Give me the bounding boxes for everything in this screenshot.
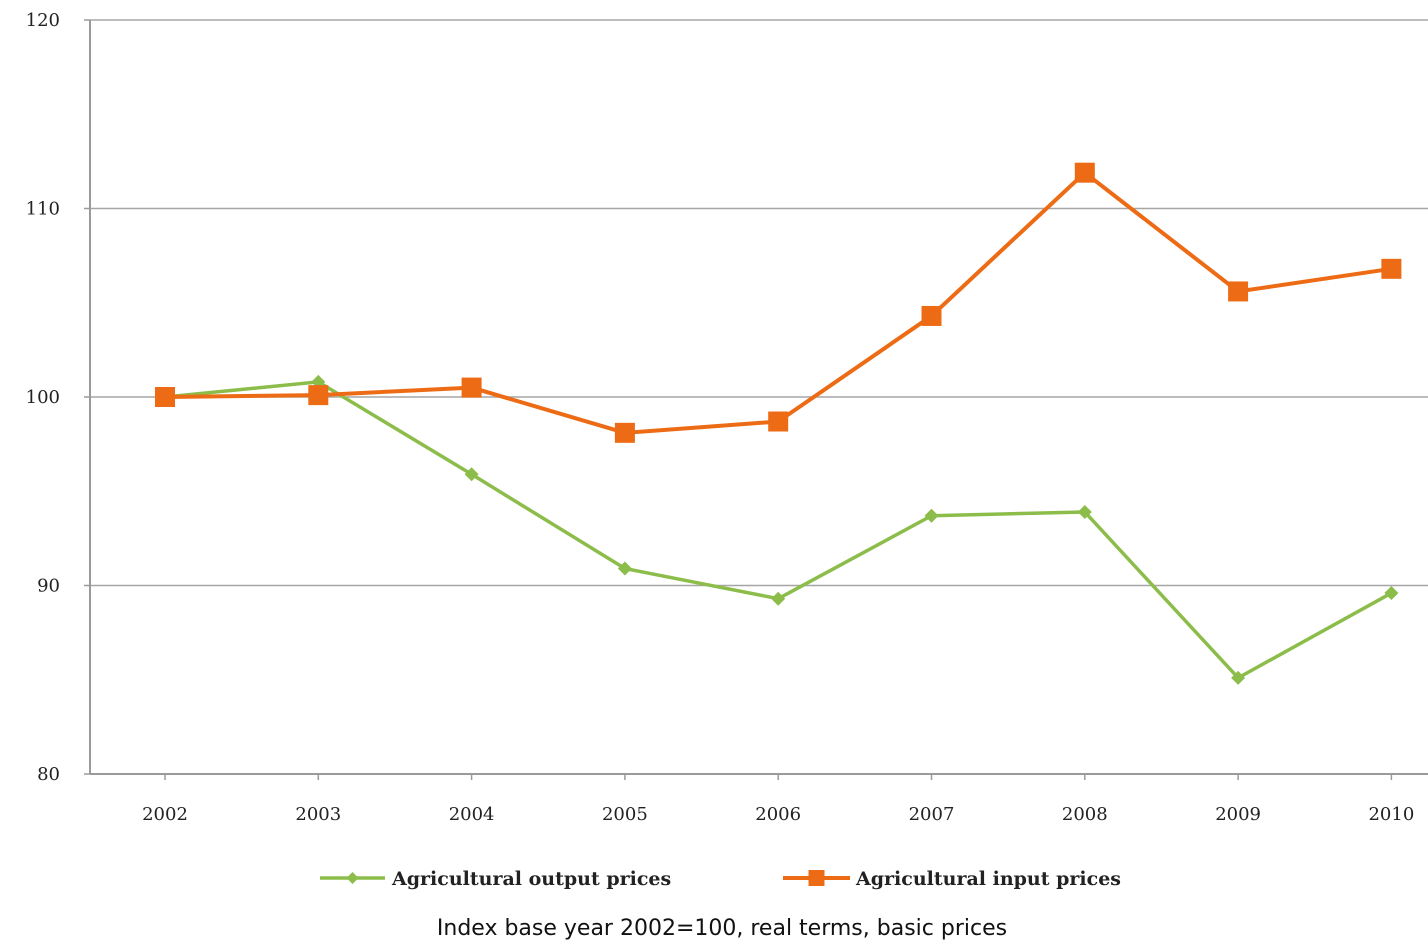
data-point — [921, 305, 942, 326]
y-tick-label: 110 — [26, 199, 60, 220]
grid-layer — [90, 19, 1428, 587]
y-tick-label: 90 — [37, 576, 60, 597]
x-tick-label: 2008 — [1062, 804, 1108, 825]
data-point — [1077, 504, 1092, 519]
x-tick-label: 2009 — [1215, 804, 1261, 825]
x-tick-label: 2003 — [295, 804, 341, 825]
data-point — [464, 467, 479, 482]
x-tick-label: 2007 — [909, 804, 955, 825]
data-point — [771, 591, 786, 606]
legend-item-1: Agricultural input prices — [783, 868, 1121, 890]
y-tick-label: 80 — [37, 764, 60, 785]
x-tick-label: 2010 — [1368, 804, 1414, 825]
x-tick-label: 2006 — [755, 804, 801, 825]
chart-caption: Index base year 2002=100, real terms, ba… — [437, 916, 1007, 941]
data-point — [614, 422, 635, 443]
data-point — [1231, 670, 1246, 685]
x-tick-label: 2005 — [602, 804, 648, 825]
legend-label: Agricultural output prices — [391, 868, 671, 890]
x-tick-label: 2004 — [449, 804, 495, 825]
y-tick-label: 120 — [26, 10, 60, 31]
data-point — [308, 385, 329, 406]
series-layer — [155, 162, 1402, 685]
series-line — [164, 170, 1392, 435]
legend-item-0: Agricultural output prices — [320, 868, 671, 890]
axes-layer: 80 90 100 110 120 2002 2003 2004 2005 2006 2007 200… — [26, 10, 1428, 825]
legend: Agricultural output prices Agricultural i… — [320, 868, 1121, 890]
data-point — [617, 561, 632, 576]
data-point — [1074, 162, 1095, 183]
data-point — [1381, 258, 1402, 279]
series-1 — [155, 162, 1402, 443]
data-point — [461, 377, 482, 398]
x-tick-label: 2002 — [142, 804, 188, 825]
legend-marker — [346, 872, 359, 884]
data-point — [768, 411, 789, 432]
legend-marker — [808, 870, 825, 886]
data-point — [1228, 281, 1249, 302]
y-tick-label: 100 — [26, 387, 60, 408]
data-point — [1384, 586, 1399, 601]
data-point — [155, 387, 175, 407]
data-point — [924, 508, 939, 523]
legend-label: Agricultural input prices — [855, 868, 1121, 890]
